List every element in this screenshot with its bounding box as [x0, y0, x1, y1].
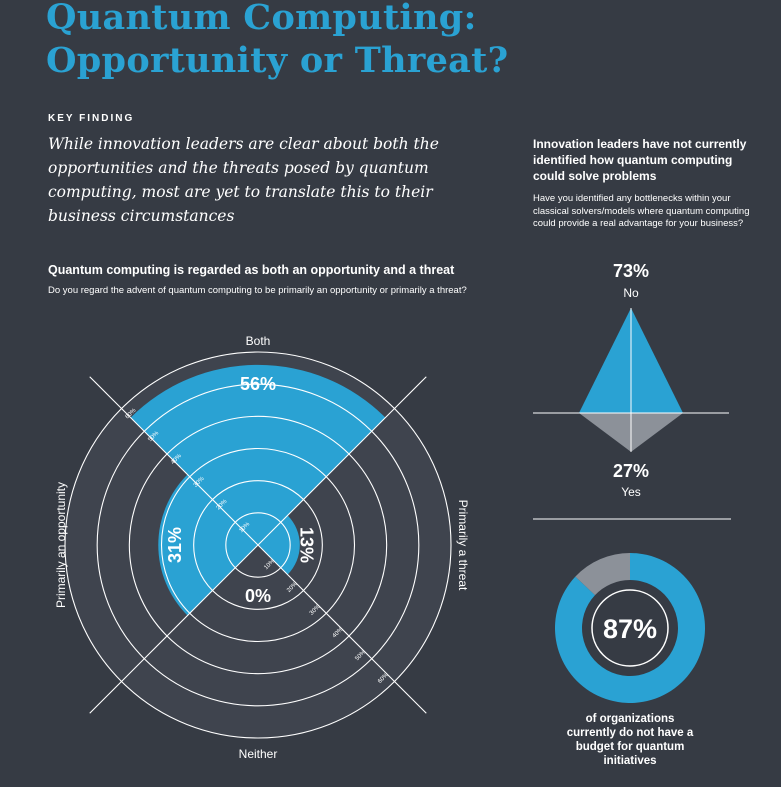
bottleneck-title: Innovation leaders have not currently id… [533, 137, 747, 183]
polar-chart-title: Quantum computing is regarded as both an… [48, 263, 455, 277]
ring-40 [128, 415, 388, 675]
diagonal-axis-2 [89, 376, 427, 714]
sector-primarily-an-opportunity [158, 474, 258, 616]
polar-ring-lines [64, 351, 452, 739]
budget-caption: of organizations currently do not have a… [566, 713, 694, 767]
ring-60 [64, 351, 452, 739]
value-label-opportunity: 31% [165, 527, 185, 563]
polar-area-chart: 10%20%30%40%50%60% 10%20%30%40%50%60% 56… [54, 334, 470, 761]
value-label-neither: 0% [245, 586, 271, 606]
ring-50 [96, 383, 420, 707]
polar-axes [89, 376, 427, 714]
donut-slice-budget [575, 553, 630, 596]
page-title: Quantum Computing: Opportunity or Threat… [46, 0, 508, 82]
category-neither: Neither [239, 747, 278, 761]
bottleneck-question: Have you identified any bottlenecks with… [533, 193, 750, 229]
value-label-both: 56% [240, 374, 276, 394]
category-both: Both [246, 334, 271, 348]
kite-yes-percent: 27% [613, 461, 649, 481]
kite-no-label: No [623, 286, 639, 300]
category-threat: Primarily a threat [456, 500, 470, 591]
ring-30 [160, 447, 356, 643]
polar-chart-question: Do you regard the advent of quantum comp… [48, 285, 467, 296]
kite-yes-label: Yes [621, 485, 641, 499]
category-opportunity: Primarily an opportunity [54, 482, 68, 608]
ring-10 [225, 512, 291, 578]
polar-sectors [130, 364, 386, 616]
sector-primarily-a-threat [258, 515, 300, 575]
key-finding-text: While innovation leaders are clear about… [48, 135, 439, 225]
donut-slice-no-budget [555, 553, 706, 703]
donut-chart: 87% [555, 553, 706, 703]
page-title-line-1: Quantum Computing: [46, 0, 477, 38]
polar-category-labels: Both Primarily a threat Neither Primarily a… [54, 334, 470, 761]
donut-inner-ring [591, 589, 669, 667]
kite-no-percent: 73% [613, 261, 649, 281]
kite-chart: 73% No 27% Yes [533, 261, 729, 499]
page-title-line-2: Opportunity or Threat? [46, 40, 509, 81]
value-label-threat: 13% [296, 527, 316, 563]
donut-center-label: 87% [603, 614, 657, 644]
ring-20 [193, 480, 323, 610]
sector-both [130, 364, 386, 545]
polar-value-labels: 56% 13% 0% 31% [165, 374, 317, 606]
donut-hole [583, 581, 677, 675]
key-finding-kicker: KEY FINDING [48, 113, 135, 124]
